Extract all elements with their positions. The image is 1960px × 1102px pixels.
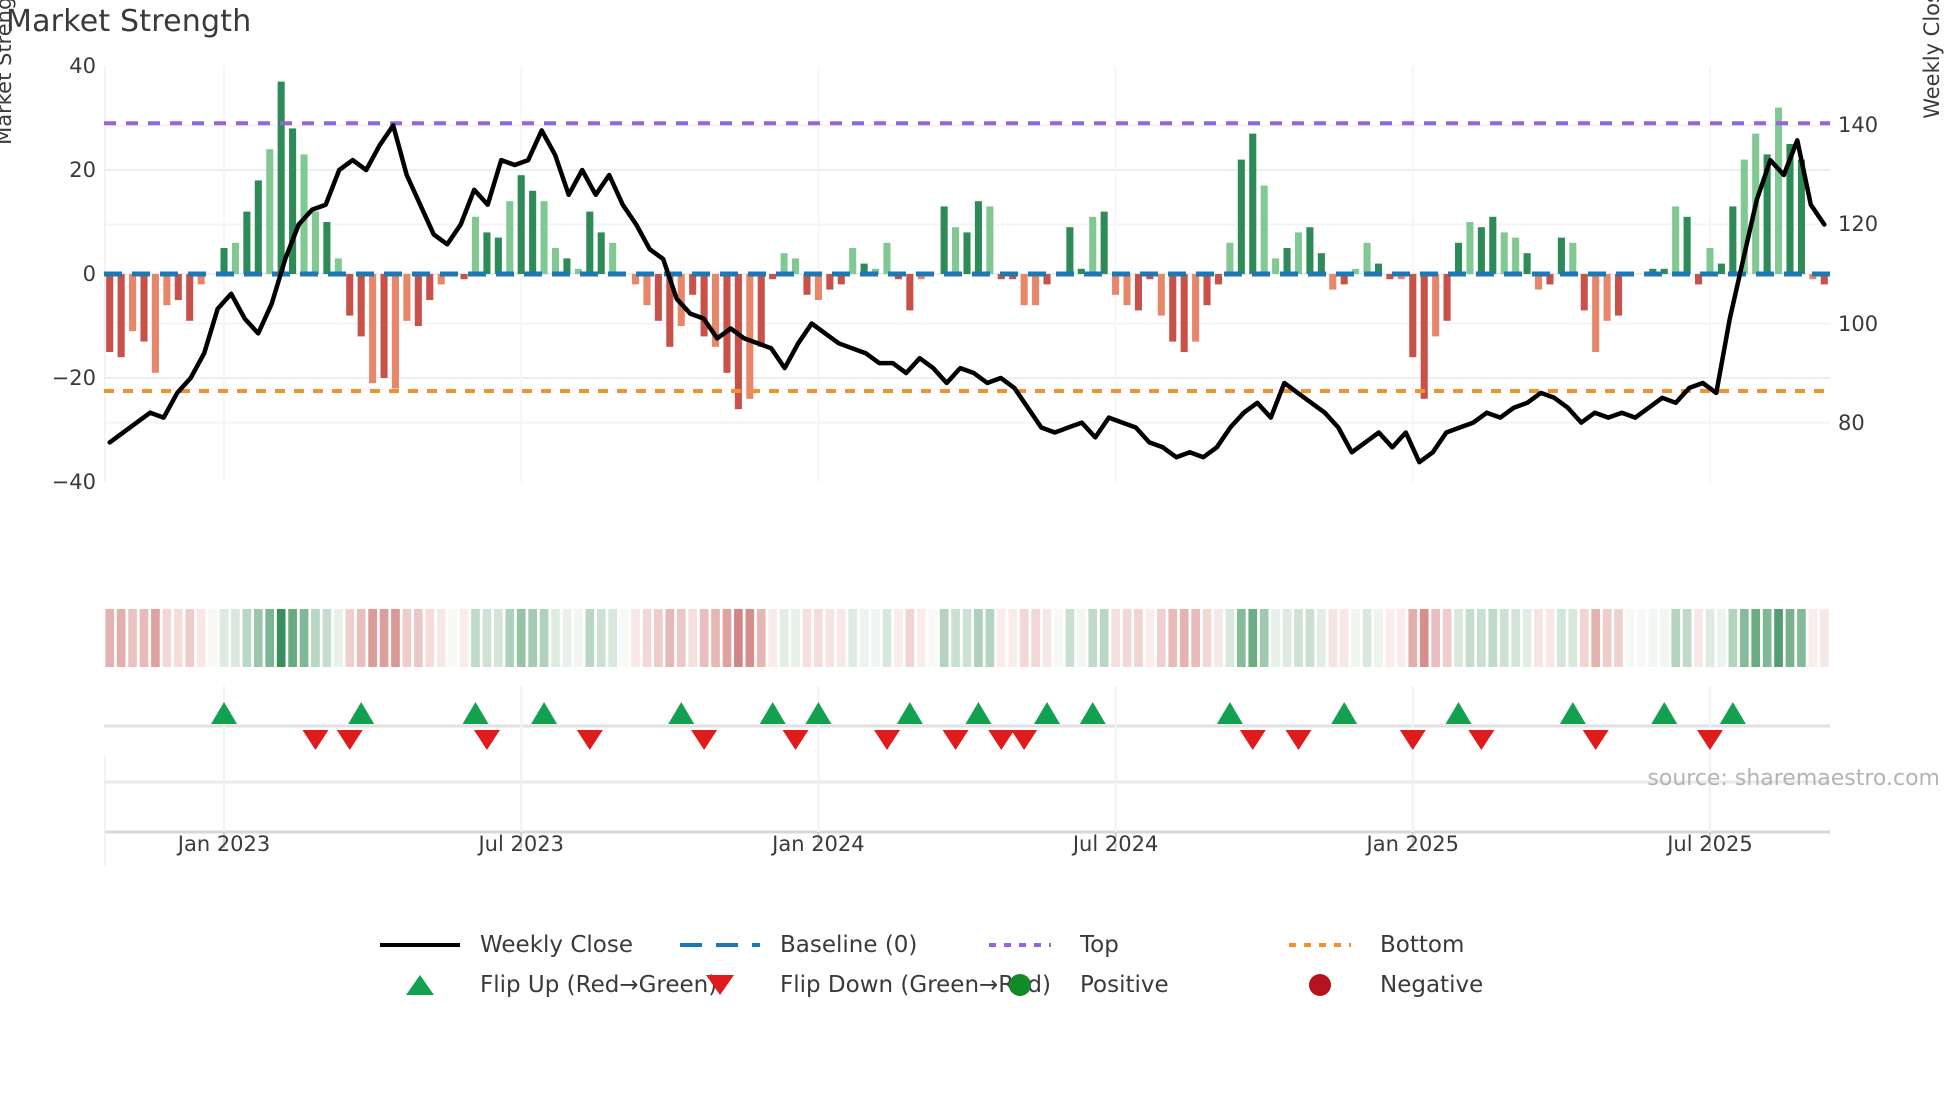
y-axis-left-tick-label: 0 xyxy=(82,262,96,286)
dotted-line-icon xyxy=(1270,930,1370,960)
y-axis-right-tick-label: 120 xyxy=(1838,212,1879,237)
y-axis-left-tick-label: −40 xyxy=(51,470,96,494)
x-axis-tick-label: Jan 2024 xyxy=(772,832,865,856)
legend-label: Top xyxy=(1080,932,1119,958)
y-axis-right-label: Weekly Close Price xyxy=(1920,0,1944,119)
x-axis-tick-label: Jan 2023 xyxy=(177,832,271,856)
y-axis-left-tick-label: 20 xyxy=(69,158,96,182)
y-axis-right-tick-label: 80 xyxy=(1838,410,1865,435)
flip-marker-canvas xyxy=(104,686,1830,756)
x-axis-tick-label: Jul 2023 xyxy=(478,832,564,856)
x-axis-tick-label: Jul 2024 xyxy=(1072,832,1159,856)
legend-label: Positive xyxy=(1080,972,1169,998)
dashed-line-icon xyxy=(670,930,770,960)
y-axis-left-tick-label: −20 xyxy=(51,366,96,390)
source-attribution: source: sharemaestro.com xyxy=(1647,766,1940,791)
circle-icon xyxy=(970,970,1070,1000)
strength-heatmap-strip[interactable] xyxy=(104,605,1830,671)
x-axis-tick-label: Jul 2025 xyxy=(1667,832,1753,856)
solid-line-icon xyxy=(370,930,470,960)
y-axis-right-tick-label: 100 xyxy=(1838,311,1879,336)
legend-label: Weekly Close xyxy=(480,932,633,958)
chart-legend: Weekly Close Baseline (0) Top Bottom xyxy=(370,925,1670,1005)
triangle-down-icon xyxy=(670,970,770,1000)
foot-canvas xyxy=(104,756,1830,866)
legend-item-bottom[interactable]: Bottom xyxy=(1270,925,1570,965)
market-strength-plot[interactable] xyxy=(104,66,1830,482)
legend-item-flip-down[interactable]: Flip Down (Green→Red) xyxy=(670,965,1051,1005)
x-axis-tick-label: Jan 2025 xyxy=(1366,832,1460,856)
circle-icon xyxy=(1270,970,1370,1000)
legend-item-flip-up[interactable]: Flip Up (Red→Green) xyxy=(370,965,717,1005)
legend-label: Flip Up (Red→Green) xyxy=(480,972,718,998)
y-axis-left-label: Market Strength xyxy=(0,0,16,145)
legend-label: Negative xyxy=(1380,972,1484,998)
legend-item-baseline[interactable]: Baseline (0) xyxy=(670,925,970,965)
legend-row-2: Flip Up (Red→Green) Flip Down (Green→Red… xyxy=(370,965,1670,1005)
flip-marker-band[interactable] xyxy=(104,686,1830,756)
page-title: Market Strength xyxy=(6,4,252,39)
y-axis-left-ticks: 40 20 0 −20 −40 xyxy=(0,54,96,494)
dotted-line-icon xyxy=(970,930,1070,960)
y-axis-left-tick-label: 40 xyxy=(69,54,96,78)
legend-label: Baseline (0) xyxy=(780,932,918,958)
heatmap-canvas xyxy=(105,609,1829,667)
y-axis-right-tick-label: 140 xyxy=(1838,113,1879,138)
x-axis-ticks: Jan 2023 Jul 2023 Jan 2024 Jul 2024 Jan 2025… xyxy=(104,832,1830,872)
legend-item-weekly-close[interactable]: Weekly Close xyxy=(370,925,670,965)
legend-label: Bottom xyxy=(1380,932,1465,958)
legend-row-1: Weekly Close Baseline (0) Top Bottom xyxy=(370,925,1670,965)
legend-label: Flip Down (Green→Red) xyxy=(780,972,1051,998)
y-axis-right-ticks: 140 120 100 80 xyxy=(1838,66,1928,482)
legend-item-negative[interactable]: Negative xyxy=(1270,965,1570,1005)
legend-item-top[interactable]: Top xyxy=(970,925,1270,965)
axis-foot-band xyxy=(104,756,1830,866)
plot-canvas xyxy=(104,66,1830,482)
legend-item-positive[interactable]: Positive xyxy=(970,965,1270,1005)
triangle-up-icon xyxy=(370,970,470,1000)
